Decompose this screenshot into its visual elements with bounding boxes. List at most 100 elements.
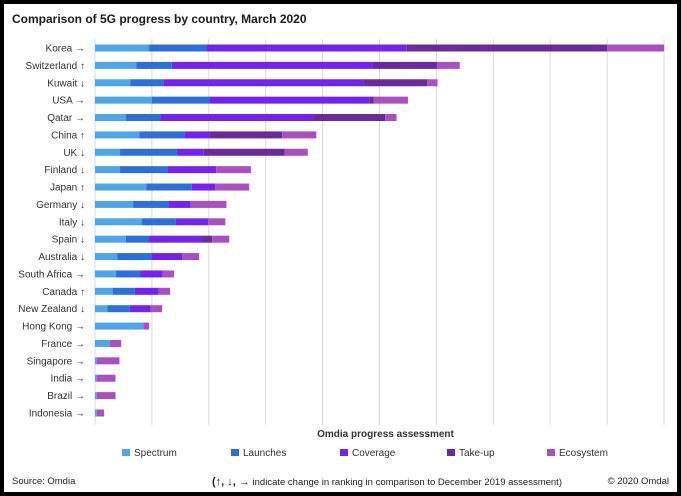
bar-segment xyxy=(95,166,121,174)
bar-segment xyxy=(171,61,373,69)
bar-segment xyxy=(95,218,142,226)
source-note: Source: Omdia xyxy=(12,476,76,487)
bar-segment xyxy=(151,253,183,261)
category-label: Canada ↑ xyxy=(42,287,85,298)
category-label: Switzerland ↑ xyxy=(26,61,85,72)
bar-segment xyxy=(139,131,185,139)
bar-segment xyxy=(216,166,251,174)
bar-segment xyxy=(117,253,152,261)
category-label: France → xyxy=(41,339,85,350)
legend-label: Take-up xyxy=(459,448,495,459)
bar-segment xyxy=(95,183,147,191)
bar-segment xyxy=(203,148,285,156)
bar-segment xyxy=(109,339,122,347)
category-label: Italy ↓ xyxy=(59,217,85,228)
category-label: Australia ↓ xyxy=(38,252,85,263)
bar-segment xyxy=(95,79,131,87)
bar-segment xyxy=(140,270,163,278)
bar-segment xyxy=(363,79,428,87)
bar-segment xyxy=(96,357,120,365)
bar-segment xyxy=(149,235,203,243)
bar-segment xyxy=(143,322,150,330)
bar-segment xyxy=(158,287,171,295)
category-label: South Africa → xyxy=(18,269,85,280)
bar-segment xyxy=(182,253,200,261)
bar-segment xyxy=(120,148,177,156)
bar-segment xyxy=(96,409,105,417)
category-label: UK ↓ xyxy=(63,148,85,159)
bar-segment xyxy=(130,79,164,87)
category-label: Hong Kong → xyxy=(22,322,85,333)
bar-segment xyxy=(168,200,191,208)
bar-segment xyxy=(284,148,308,156)
bar-segment xyxy=(162,270,175,278)
category-label: Qatar → xyxy=(47,113,85,124)
bar-segment xyxy=(150,305,163,313)
category-label: Korea → xyxy=(46,44,85,55)
bar-segment xyxy=(125,114,161,122)
bar-segment xyxy=(209,131,283,139)
bar-segment xyxy=(191,183,216,191)
bar-segment xyxy=(95,305,108,313)
bar-segment xyxy=(96,374,116,382)
legend-swatch xyxy=(122,449,130,456)
category-label: Singapore → xyxy=(27,356,85,367)
bar-segment xyxy=(116,270,141,278)
legend-label: Spectrum xyxy=(134,448,177,459)
bar-segment xyxy=(95,148,121,156)
bar-segment xyxy=(95,131,140,139)
legend-swatch xyxy=(547,449,555,456)
legend-label: Launches xyxy=(243,448,286,459)
x-axis-label: Omdia progress assessment xyxy=(317,429,454,440)
bar-segment xyxy=(406,44,608,52)
bar-segment xyxy=(206,44,407,52)
chart-title: Comparison of 5G progress by country, Ma… xyxy=(12,12,307,26)
bar-segment xyxy=(112,287,135,295)
bar-segment xyxy=(134,287,159,295)
bar-segment xyxy=(163,79,364,87)
bar-segment xyxy=(125,235,150,243)
category-label: India → xyxy=(51,374,85,385)
bar-segment xyxy=(95,287,113,295)
bar-segment xyxy=(369,96,374,104)
legend-swatch xyxy=(447,449,455,456)
bar-segment xyxy=(96,392,116,400)
bar-segment xyxy=(95,61,137,69)
ranking-note: (↑, ↓, → indicate change in ranking in c… xyxy=(212,476,562,488)
category-label: Brazil → xyxy=(47,391,85,402)
bar-segment xyxy=(129,305,151,313)
bar-segment xyxy=(95,200,134,208)
bar-segment xyxy=(436,61,460,69)
bar-segment xyxy=(282,131,317,139)
bar-segment xyxy=(107,305,130,313)
category-label: Kuwait ↓ xyxy=(47,78,85,89)
bar-segment xyxy=(141,218,176,226)
bar-segment xyxy=(95,253,118,261)
legend-label: Coverage xyxy=(352,448,396,459)
bar-segment xyxy=(202,235,213,243)
bar-segment xyxy=(607,44,664,52)
category-label: New Zealand ↓ xyxy=(18,304,85,315)
bar-segment xyxy=(133,200,169,208)
copyright: © 2020 Omdal xyxy=(607,476,669,487)
category-label: Germany ↓ xyxy=(36,200,85,211)
bar-segment xyxy=(314,114,386,122)
bar-segment xyxy=(175,218,209,226)
bar-segment xyxy=(95,357,97,365)
bar-segment xyxy=(120,166,168,174)
category-label: China ↑ xyxy=(51,130,85,141)
bar-segment xyxy=(95,96,152,104)
bar-segment xyxy=(151,96,210,104)
bar-segment xyxy=(95,270,117,278)
chart-frame: Comparison of 5G progress by country, Ma… xyxy=(4,4,677,492)
ranking-symbols: (↑, ↓, → xyxy=(212,476,250,488)
bar-segment xyxy=(95,339,110,347)
category-label: USA → xyxy=(52,96,85,107)
bar-segment xyxy=(209,96,370,104)
bar-segment xyxy=(95,374,97,382)
bar-segment xyxy=(136,61,172,69)
legend-swatch xyxy=(340,449,348,456)
category-label: Indonesia → xyxy=(29,408,85,419)
bar-segment xyxy=(372,61,437,69)
legend-swatch xyxy=(231,449,239,456)
